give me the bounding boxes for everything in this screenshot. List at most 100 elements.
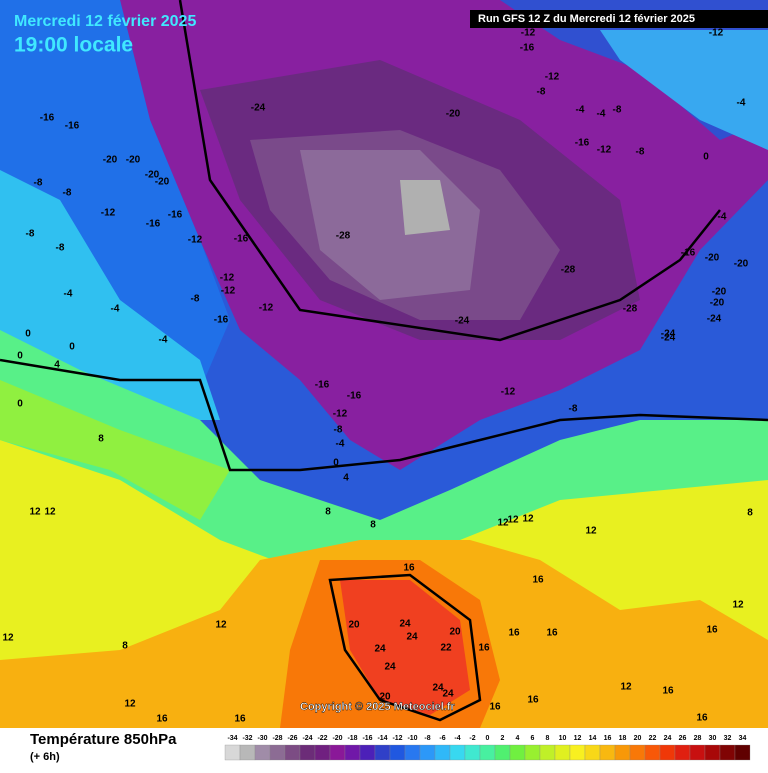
scale-swatch <box>689 744 706 761</box>
scale-label: -26 <box>287 735 297 742</box>
scale-label: -14 <box>377 735 387 742</box>
scale-label: 20 <box>634 735 642 742</box>
copyright: Copyright © 2025 Meteociel.fr <box>300 701 456 713</box>
contour-label: 8 <box>747 508 753 519</box>
contour-label: 24 <box>406 632 418 643</box>
scale-label: -22 <box>317 735 327 742</box>
contour-label: 22 <box>440 643 452 654</box>
contour-label: -16 <box>214 315 229 326</box>
contour-label: 0 <box>703 152 709 163</box>
contour-label: -8 <box>191 294 200 305</box>
contour-label: 16 <box>527 695 539 706</box>
contour-label: -20 <box>712 287 727 298</box>
contour-label: -28 <box>336 231 351 242</box>
contour-label: -4 <box>737 98 746 109</box>
footer-step: (+ 6h) <box>30 751 60 763</box>
contour-label: 0 <box>25 329 31 340</box>
scale-swatch <box>494 744 511 761</box>
scale-swatch <box>614 744 631 761</box>
contour-label: -20 <box>126 155 141 166</box>
scale-swatch <box>239 744 256 761</box>
contour-label: -8 <box>636 147 645 158</box>
scale-swatch <box>254 744 271 761</box>
scale-swatch <box>659 744 676 761</box>
contour-label: -4 <box>336 439 345 450</box>
scale-swatch <box>284 744 301 761</box>
scale-label: 34 <box>739 735 747 742</box>
contour-label: -28 <box>561 265 576 276</box>
contour-label: -16 <box>315 380 330 391</box>
contour-label: 16 <box>706 625 718 636</box>
scale-label: -12 <box>392 735 402 742</box>
scale-label: -28 <box>272 735 282 742</box>
contour-label: 12 <box>585 526 597 537</box>
contour-label: -8 <box>334 425 343 436</box>
scale-swatch <box>389 744 406 761</box>
contour-label: -24 <box>661 329 676 340</box>
contour-label: 0 <box>69 342 75 353</box>
scale-label: -24 <box>302 735 312 742</box>
contour-label: -24 <box>661 333 676 344</box>
contour-label: -16 <box>234 234 249 245</box>
scale-label: -2 <box>469 735 475 742</box>
scale-swatch <box>584 744 601 761</box>
contour-label: 12 <box>522 514 534 525</box>
contour-label: 8 <box>122 641 128 652</box>
contour-label: -8 <box>569 404 578 415</box>
scale-swatch <box>704 744 721 761</box>
scale-label: 10 <box>559 735 567 742</box>
contour-label: 24 <box>432 683 444 694</box>
contour-label: 0 <box>17 351 23 362</box>
footer-title: Température 850hPa <box>30 731 177 748</box>
contour-label: 16 <box>403 563 415 574</box>
temperature-field <box>0 0 768 728</box>
contour-label: -24 <box>455 316 470 327</box>
scale-swatch <box>539 744 556 761</box>
scale-swatch <box>524 744 541 761</box>
contour-label: 0 <box>333 458 339 469</box>
contour-label: -20 <box>103 155 118 166</box>
contour-label: -20 <box>155 177 170 188</box>
contour-label: 16 <box>662 686 674 697</box>
scale-label: 14 <box>589 735 597 742</box>
scale-swatch <box>599 744 616 761</box>
contour-label: -16 <box>65 121 80 132</box>
scale-label: -6 <box>439 735 445 742</box>
scale-swatch <box>674 744 691 761</box>
contour-label: 4 <box>343 473 349 484</box>
contour-label: -16 <box>168 210 183 221</box>
contour-label: -4 <box>64 289 73 300</box>
contour-label: 12 <box>732 600 744 611</box>
scale-label: 4 <box>516 735 520 742</box>
contour-label: 20 <box>379 692 391 703</box>
scale-swatch <box>509 744 526 761</box>
contour-label: 16 <box>234 714 246 725</box>
contour-label: 12 <box>215 620 227 631</box>
contour-label: -28 <box>623 304 638 315</box>
scale-label: 18 <box>619 735 627 742</box>
scale-label: 16 <box>604 735 612 742</box>
contour-label: -8 <box>613 105 622 116</box>
scale-swatch <box>404 744 421 761</box>
contour-label: 12 <box>497 518 509 529</box>
contour-label: 12 <box>620 682 632 693</box>
scale-swatch <box>374 744 391 761</box>
scale-label: 12 <box>574 735 582 742</box>
contour-label: -20 <box>705 253 720 264</box>
contour-label: 4 <box>54 360 60 371</box>
contour-label: -20 <box>734 259 749 270</box>
contour-label: -12 <box>220 273 235 284</box>
contour-label: -16 <box>520 43 535 54</box>
contour-label: 8 <box>98 434 104 445</box>
scale-swatch <box>629 744 646 761</box>
contour-label: -12 <box>101 208 116 219</box>
scale-swatch <box>224 744 241 761</box>
contour-label: -20 <box>446 109 461 120</box>
contour-label: -12 <box>597 145 612 156</box>
contour-label: 16 <box>546 628 558 639</box>
contour-label: 16 <box>696 713 708 724</box>
contour-label: 12 <box>507 515 519 526</box>
scale-label: 24 <box>664 735 672 742</box>
contour-label: -12 <box>521 28 536 39</box>
